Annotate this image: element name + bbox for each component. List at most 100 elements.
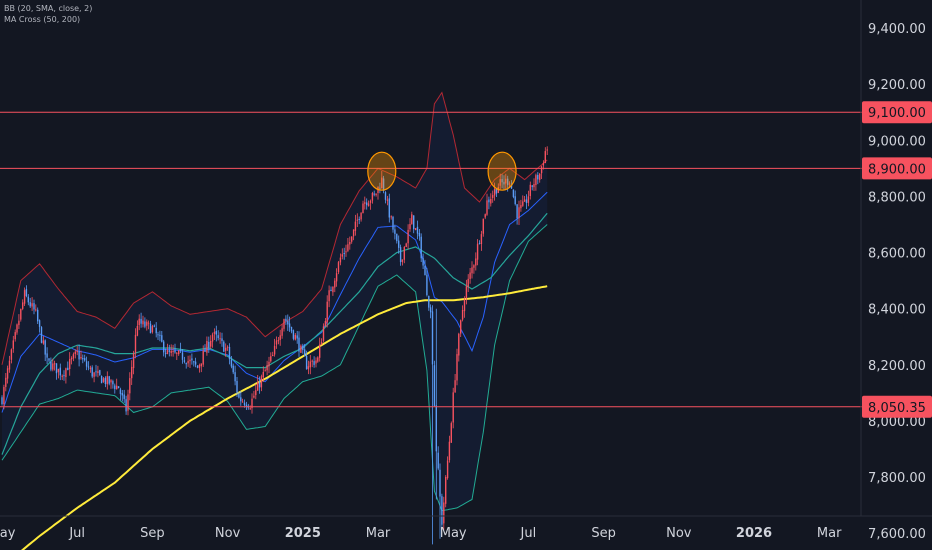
candle-body	[469, 272, 471, 279]
candle-body	[208, 341, 210, 348]
candle-body	[396, 233, 398, 242]
candle-body	[127, 394, 129, 411]
candle-body	[384, 192, 387, 200]
candle-body	[189, 359, 191, 362]
candle-body	[215, 331, 217, 335]
candle-body	[445, 477, 447, 504]
candle-body	[35, 309, 37, 311]
candle-body	[5, 377, 7, 387]
indicator-legend-ma-cross[interactable]: MA Cross (50, 200)	[4, 15, 81, 24]
candle-body	[76, 350, 78, 353]
candle-body	[27, 296, 29, 303]
candle-body	[390, 216, 392, 218]
candle-body	[518, 207, 520, 219]
candle-body	[431, 311, 434, 365]
highlight-circle-marker	[487, 151, 517, 191]
candle-body	[65, 368, 67, 378]
candle-body	[50, 361, 52, 370]
candle-body	[523, 199, 526, 202]
candle-body	[471, 267, 473, 274]
candle-body	[435, 405, 437, 452]
candle-body	[170, 350, 172, 353]
candle-body	[516, 204, 518, 219]
candle-body	[317, 357, 319, 362]
candle-body	[514, 196, 516, 205]
series-bb-lower-line	[1, 224, 548, 512]
candle-body	[360, 212, 362, 220]
candle-body	[70, 358, 73, 360]
candle-body	[61, 375, 63, 377]
candle-body	[388, 198, 390, 218]
price-tick-label: 9,000.00	[868, 134, 926, 149]
series-bb-upper-line	[1, 91, 548, 365]
level-price-tag	[862, 157, 932, 180]
candle-body	[351, 236, 353, 242]
candle-body	[386, 199, 389, 201]
time-tick-label: Jul	[68, 526, 85, 541]
candle-body	[1, 397, 3, 405]
candle-body	[125, 399, 127, 412]
candle-body	[290, 327, 293, 332]
price-tick-label: 7,600.00	[868, 527, 926, 542]
candle-body	[512, 189, 515, 197]
candle-body	[131, 366, 133, 379]
candle-body	[132, 353, 135, 369]
candle-body	[448, 441, 451, 461]
candle-body	[424, 265, 426, 276]
candle-body	[354, 221, 357, 231]
time-tick-label: May	[0, 526, 16, 541]
candle-body	[287, 320, 289, 325]
candle-body	[185, 363, 187, 365]
candle-body	[238, 393, 240, 398]
candle-body	[12, 340, 14, 349]
candle-body	[245, 404, 248, 407]
candle-body	[164, 353, 167, 355]
candle-body	[399, 247, 402, 263]
candle-body	[99, 370, 101, 375]
candle-body	[270, 356, 272, 362]
candle-body	[95, 371, 97, 373]
candle-body	[443, 502, 445, 524]
candle-body	[429, 307, 432, 313]
candle-body	[437, 452, 439, 469]
price-tick-label: 7,800.00	[868, 471, 926, 486]
candle-body	[426, 274, 428, 296]
time-tick-label: Jul	[520, 526, 537, 541]
candle-body	[198, 365, 201, 369]
candle-body	[334, 280, 336, 288]
candle-body	[450, 423, 452, 443]
candle-body	[544, 151, 546, 164]
candle-body	[414, 228, 417, 230]
candle-body	[309, 361, 311, 368]
time-axis[interactable]: May Jul Sep Nov 2025 Mar May Jul Sep Nov 2026 Mar	[0, 526, 842, 541]
candle-body	[264, 370, 266, 372]
time-tick-label: Mar	[366, 526, 391, 541]
price-axis[interactable]: 7,600.00 7,800.00 8,000.00 8,200.00 8,400.00…	[868, 22, 926, 542]
candle-body	[136, 326, 139, 336]
candle-body	[493, 188, 496, 196]
candle-body	[345, 251, 347, 253]
candle-body	[458, 333, 460, 356]
candle-body	[529, 184, 531, 196]
candle-body	[234, 372, 236, 382]
candle-body	[463, 299, 466, 312]
candle-body	[527, 196, 530, 203]
candle-body	[22, 302, 24, 309]
candle-body	[262, 372, 264, 378]
candle-body	[298, 337, 300, 352]
candle-body	[305, 356, 308, 370]
candle-body	[140, 318, 142, 324]
candle-body	[121, 393, 123, 396]
candle-body	[72, 354, 75, 359]
candle-body	[59, 367, 61, 376]
candle-body	[422, 258, 424, 266]
candle-body	[456, 354, 458, 381]
indicator-legend-bb[interactable]: BB (20, SMA, close, 2)	[4, 4, 93, 13]
candle-body	[176, 352, 178, 354]
candle-body	[196, 365, 199, 368]
candle-body	[110, 380, 112, 383]
candle-body	[467, 278, 469, 287]
candle-body	[324, 321, 327, 326]
candle-body	[217, 335, 219, 339]
